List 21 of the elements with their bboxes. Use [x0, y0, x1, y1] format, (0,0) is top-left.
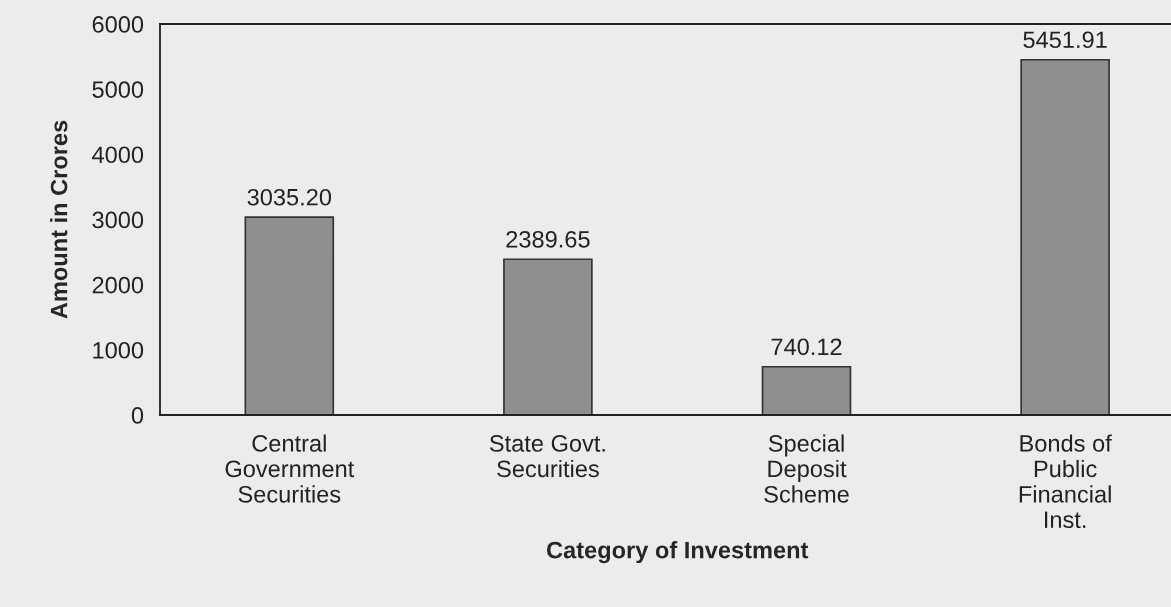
x-tick-label: State Govt. Securities — [489, 435, 605, 478]
bar — [244, 216, 335, 415]
bar — [503, 258, 593, 415]
y-tick-label: 5000 — [92, 81, 144, 98]
y-tick-label: 3000 — [92, 211, 144, 229]
bar — [1020, 58, 1110, 415]
y-tick-label: 6000 — [92, 16, 144, 33]
bar — [761, 365, 852, 415]
data-label: 3035.20 — [247, 188, 332, 206]
x-tick-label: Special Deposit Scheme — [764, 434, 849, 503]
y-tick-label: 4000 — [92, 146, 144, 164]
y-axis-title: Amount in Crores — [50, 120, 68, 319]
data-label: 740.12 — [771, 338, 842, 356]
data-label: 5451.91 — [1023, 31, 1107, 49]
x-axis-title: Category of Investment — [546, 541, 809, 564]
y-tick-label: 2000 — [92, 276, 144, 294]
x-tick-label: Bonds of Public Financial Inst. — [1019, 434, 1112, 529]
x-tick-label: Central Government Securities — [225, 434, 355, 503]
y-tick-label: 0 — [131, 407, 144, 424]
data-label: 2389.65 — [506, 230, 590, 248]
y-tick-label: 1000 — [93, 341, 144, 359]
